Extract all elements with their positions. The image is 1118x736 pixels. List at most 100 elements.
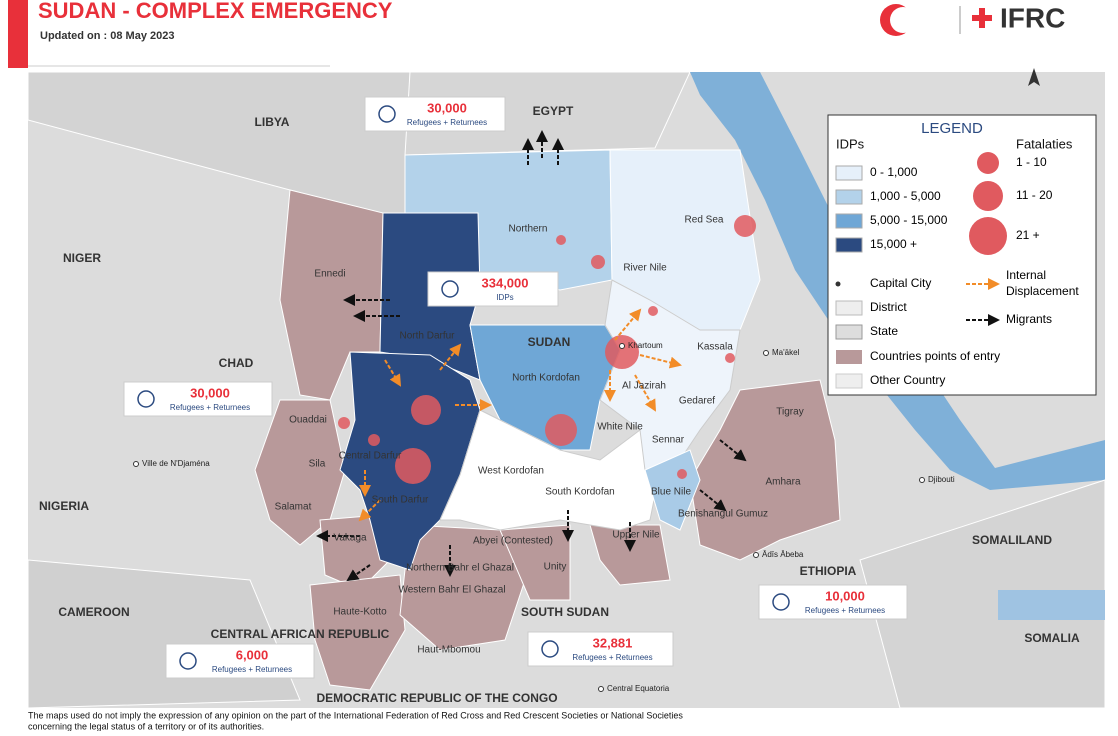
callouts: 30,000 Refugees + Returnees 334,000 IDPs 30,… (123, 96, 908, 679)
legend-idp-label: 0 - 1,000 (870, 165, 918, 179)
callout-value: 334,000 (482, 275, 529, 290)
title: SUDAN - COMPLEX EMERGENCY (38, 0, 393, 23)
callout-value: 30,000 (190, 385, 230, 400)
callout-icon (378, 105, 396, 123)
fatality-circle (368, 434, 380, 446)
fatality-circle (677, 469, 687, 479)
updated: Updated on : 08 May 2023 (40, 30, 175, 42)
legend-title: LEGEND (921, 120, 983, 137)
city-label: Central Equatoria (607, 684, 670, 693)
city-label: Ville de N'Djaména (142, 459, 210, 468)
legend-idp-swatch (835, 165, 863, 181)
callout-icon (179, 652, 197, 670)
fatality-circle (556, 235, 566, 245)
callout-value: 32,881 (593, 635, 633, 650)
entry-area (309, 574, 406, 691)
callout-value: 30,000 (427, 100, 467, 115)
region-label: Haute-Kotto (333, 607, 387, 618)
region-label: Gedaref (679, 396, 715, 407)
north-arrow (1028, 68, 1040, 86)
fatality-circle (411, 395, 441, 425)
legend-item: District (870, 300, 907, 314)
legend-fatality-label: 1 - 10 (1016, 155, 1047, 169)
footer-note: concerning the legal status of a territo… (28, 721, 264, 731)
country-label: SOUTH SUDAN (521, 605, 609, 619)
city-marker (919, 477, 925, 483)
region-label: Abyei (Contested) (473, 536, 553, 547)
country-label: NIGER (63, 251, 101, 265)
callout-label: Refugees + Returnees (212, 665, 292, 674)
legend-district-symbol (835, 300, 863, 316)
fatality-circle (605, 335, 639, 369)
country-label: EGYPT (533, 104, 574, 118)
country-label: NIGERIA (39, 499, 89, 513)
region-label: Vakaga (333, 533, 367, 544)
state (439, 409, 661, 531)
callout-icon (137, 390, 155, 408)
country-label: LIBYA (255, 115, 290, 129)
header-bar (8, 0, 28, 68)
arrow (358, 499, 381, 522)
arrow (699, 489, 727, 512)
internal-arrows (358, 308, 682, 522)
city-marker (133, 461, 139, 467)
state (644, 449, 701, 531)
entry-areas (254, 189, 841, 691)
legend-idp-label: 15,000 + (870, 237, 917, 251)
legend-item: State (870, 324, 898, 338)
city-label: Djibouti (928, 475, 955, 484)
legend-other-symbol (835, 373, 863, 389)
legend-idp-swatch (835, 237, 863, 253)
region-label: North Darfur (399, 331, 455, 342)
arrow (719, 439, 747, 462)
region-label: Sila (309, 459, 326, 470)
region-label: White Nile (597, 422, 643, 433)
arrow (634, 374, 656, 412)
arrow (384, 359, 402, 387)
region-label: Haut-Mbomou (417, 645, 480, 656)
legend-idp-title: IDPs (836, 136, 865, 151)
legend-fatality-label: 21 + (1016, 228, 1040, 242)
fatality-circle (734, 215, 756, 237)
country-label: SOMALILAND (972, 533, 1052, 547)
callout-value: 10,000 (825, 588, 865, 603)
country-label: CHAD (219, 356, 254, 370)
region-label: Western Bahr El Ghazal (398, 585, 505, 596)
legend-item: Capital City (870, 276, 931, 290)
city-label: Ādīs Ābeba (762, 550, 804, 559)
city-label: Khartoum (628, 341, 663, 350)
callout-label: IDPs (496, 293, 513, 302)
legend-entry-symbol (836, 350, 862, 364)
fatality-circle (338, 417, 350, 429)
arrow (639, 354, 682, 369)
legend-fatality-title: Fatalaties (1016, 136, 1073, 151)
footer-note: The maps used do not imply the expressio… (28, 710, 683, 720)
region-label: Unity (544, 562, 567, 573)
fatality-circle (395, 448, 431, 484)
legend-fatality-symbol (977, 152, 999, 174)
region-label: Central Darfur (339, 451, 402, 462)
legend-item: Countries points of entry (870, 349, 1000, 363)
callout-box (758, 584, 908, 620)
region-label: Red Sea (685, 215, 724, 226)
fatality-circle (591, 255, 605, 269)
country-label: ETHIOPIA (800, 564, 857, 578)
migrant-arrows (316, 130, 747, 582)
legend-box (827, 114, 1097, 396)
sudan-states (339, 149, 761, 571)
region-label: Kassala (697, 342, 733, 353)
sea (998, 590, 1105, 620)
city-marker (619, 343, 625, 349)
region-label: South Kordofan (545, 487, 615, 498)
legend-idp-label: 5,000 - 15,000 (870, 213, 948, 227)
country-label: CAMEROON (58, 605, 129, 619)
callout-box (123, 381, 273, 417)
legend-item: Internal Displacement (1006, 268, 1079, 298)
country-label: CENTRAL AFRICAN REPUBLIC (211, 627, 390, 641)
logo-cross (972, 8, 992, 28)
fatalities (338, 215, 756, 484)
logo-crescent-cut (890, 7, 916, 33)
city-marker (763, 350, 769, 356)
